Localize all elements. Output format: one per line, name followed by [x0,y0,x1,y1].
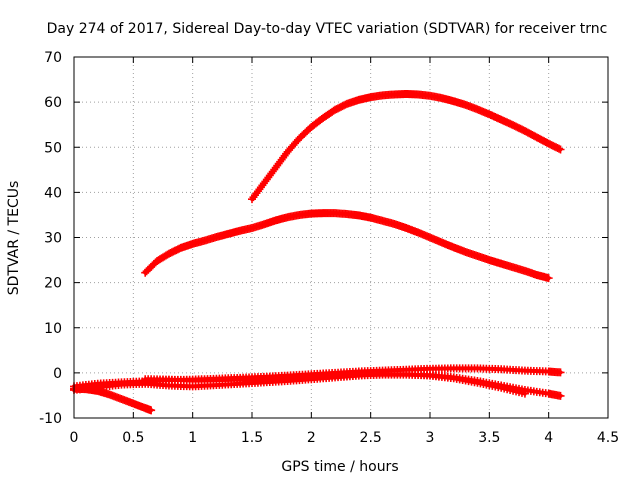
data-series [70,90,565,415]
x-tick-label: 0.5 [122,430,144,446]
x-tick-label: 1.5 [241,430,263,446]
x-tick-label: 4 [544,430,553,446]
y-tick-label: 60 [44,95,62,111]
axis-ticks [73,56,609,419]
y-tick-label: 30 [44,231,62,247]
x-axis-label: GPS time / hours [281,459,398,475]
x-tick-label: 4.5 [597,430,619,446]
y-tick-label: 10 [44,321,62,337]
series-trace [143,211,551,281]
grid-lines [74,57,608,418]
x-tick-labels: 0 0.5 1 1.5 2 2.5 3 3.5 4 4.5 [70,430,620,446]
series-satellite-b [141,209,553,283]
x-tick-label: 1 [188,430,197,446]
x-tick-label: 2 [307,430,316,446]
x-tick-label: 2.5 [360,430,382,446]
x-tick-label: 3 [426,430,435,446]
y-tick-label: 40 [44,185,62,201]
y-tick-label: 70 [44,50,62,66]
series-trace [250,92,563,202]
y-axis-label: SDTVAR / TECUs [6,181,22,296]
y-tick-labels: -10 0 10 20 30 40 50 60 70 [39,50,62,427]
y-tick-label: 20 [44,276,62,292]
chart-title: Day 274 of 2017, Sidereal Day-to-day VTE… [47,21,608,37]
x-tick-label: 0 [70,430,79,446]
y-tick-label: -10 [39,411,62,427]
series-satellite-a [248,90,565,204]
series-trace [143,372,563,398]
y-tick-label: 50 [44,140,62,156]
y-tick-label: 0 [53,366,62,382]
x-tick-label: 3.5 [478,430,500,446]
series-satellite-f [141,370,565,400]
